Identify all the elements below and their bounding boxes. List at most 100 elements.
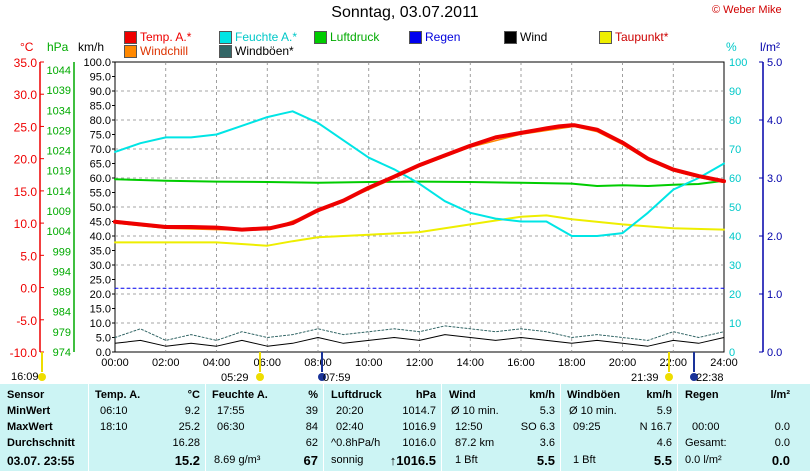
row-current-gust-bft: 1 Bft — [573, 454, 596, 466]
row-avg-press-trend: ^0.8hPa/h — [331, 437, 381, 449]
legend-label-pressure: Luftdruck — [330, 30, 380, 44]
sunset-marker — [665, 373, 673, 381]
temp-tick-label: -5.0 — [16, 314, 37, 328]
wind-tick-label: 20.0 — [90, 289, 111, 301]
pressure-tick-label: 1019 — [47, 166, 71, 178]
humidity-tick-label: 40 — [729, 231, 741, 243]
hdr-gust-unit: km/h — [646, 389, 672, 401]
sun-marker-left — [38, 373, 46, 381]
legend-dewpoint: Taupunkt* — [599, 30, 668, 44]
row-current-gust-val: 5.5 — [653, 453, 672, 468]
rain-tick-label: 5.0 — [767, 57, 782, 69]
legend-swatch-dewpoint — [599, 30, 612, 44]
wind-tick-label: 40.0 — [90, 231, 111, 243]
row-min-press-val: 1014.7 — [402, 405, 436, 417]
wind-tick-label: 55.0 — [90, 188, 111, 200]
row-max-label: MaxWert — [7, 421, 53, 433]
legend-label-gust: Windböen* — [235, 44, 294, 58]
legend-label-dewpoint: Taupunkt* — [615, 30, 669, 44]
row-current-hum-abs: 8.69 g/m³ — [214, 454, 261, 466]
x-tick-label: 02:00 — [152, 357, 180, 369]
row-current-rain-val: 0.0 — [771, 453, 790, 468]
pressure-tick-label: 1034 — [47, 105, 71, 117]
moonrise-marker — [318, 373, 326, 381]
temp-tick-label: -10.0 — [10, 346, 38, 360]
x-tick-label: 00:00 — [101, 357, 129, 369]
humidity-tick-label: 60 — [729, 173, 741, 185]
legend-rain: Regen — [409, 30, 460, 44]
pressure-tick-label: 974 — [53, 347, 71, 359]
row-min-gust-val: 5.9 — [656, 405, 672, 417]
row-min-hum-val: 39 — [305, 405, 318, 417]
legend-swatch-wind — [504, 30, 517, 44]
row-max-wind-b: SO 6.3 — [520, 421, 555, 433]
row-current-rain-a: 0.0 l/m² — [685, 454, 722, 466]
sunrise-marker — [256, 373, 264, 381]
legend-label-temp: Temp. A.* — [140, 30, 192, 44]
pressure-tick-label: 1044 — [47, 65, 71, 77]
row-min-press-time: 20:20 — [336, 405, 364, 417]
legend-swatch-rain — [409, 30, 422, 44]
temp-tick-label: 25.0 — [14, 120, 38, 134]
humidity-tick-label: 90 — [729, 86, 741, 98]
row-min-temp-time: 06:10 — [100, 405, 128, 417]
wind-tick-label: 100.0 — [83, 57, 111, 69]
hdr-hum: Feuchte A. — [212, 389, 268, 401]
row-avg-wind-a: 87.2 km — [455, 437, 495, 449]
x-tick-label: 22:00 — [659, 357, 687, 369]
humidity-tick-label: 30 — [729, 260, 741, 272]
marker-left-time: 16:09 — [11, 371, 39, 383]
marker-sunset-time: 21:39 — [631, 372, 659, 384]
hdr-press-unit: hPa — [415, 389, 436, 401]
row-avg-temp-val: 16.28 — [172, 437, 200, 449]
wind-tick-label: 60.0 — [90, 173, 111, 185]
hdr-hum-unit: % — [308, 389, 318, 401]
pressure-tick-label: 984 — [53, 307, 71, 319]
x-tick-label: 16:00 — [507, 357, 535, 369]
wind-tick-label: 25.0 — [90, 275, 111, 287]
row-min-wind-val: 5.3 — [539, 405, 555, 417]
wind-tick-label: 0.0 — [96, 347, 111, 359]
rain-tick-label: 4.0 — [767, 115, 782, 127]
wind-tick-label: 95.0 — [90, 72, 111, 84]
temp-tick-label: 0.0 — [20, 282, 37, 296]
pressure-tick-label: 979 — [53, 327, 71, 339]
temp-tick-label: 5.0 — [20, 249, 37, 263]
marker-sunrise-time: 05:29 — [221, 372, 249, 384]
row-min-gust-a: Ø 10 min. — [569, 405, 617, 417]
chart-axes: 100.095.090.085.080.075.070.065.060.055.… — [10, 56, 783, 369]
row-avg-press-val: 1016.0 — [402, 437, 436, 449]
x-tick-label: 04:00 — [203, 357, 231, 369]
wind-tick-label: 10.0 — [90, 318, 111, 330]
credit-label: © Weber Mike — [712, 4, 782, 16]
pressure-tick-label: 1009 — [47, 206, 71, 218]
rain-tick-label: 2.0 — [767, 231, 782, 243]
legend-swatch-windchill — [124, 44, 137, 58]
wind-tick-label: 65.0 — [90, 159, 111, 171]
chart-grid — [114, 61, 725, 353]
row-max-rain-a: 00:00 — [692, 421, 720, 433]
legend-pressure: Luftdruck — [314, 30, 379, 44]
series-luftdruck — [114, 178, 725, 187]
row-min-label: MinWert — [7, 405, 51, 417]
legend-swatch-temp — [124, 30, 137, 44]
legend-windchill: Windchill — [124, 44, 188, 58]
row-current-temp-val: 15.2 — [174, 453, 200, 468]
hdr-temp-unit: °C — [187, 389, 200, 401]
wind-tick-label: 35.0 — [90, 246, 111, 258]
legend-wind: Wind — [504, 30, 547, 44]
legend-temp: Temp. A.* — [124, 30, 191, 44]
legend-swatch-humidity — [219, 30, 232, 44]
wind-tick-label: 5.0 — [96, 333, 111, 345]
pressure-tick-label: 1029 — [47, 125, 71, 137]
wind-tick-label: 45.0 — [90, 217, 111, 229]
row-min-wind-a: Ø 10 min. — [451, 405, 499, 417]
page-title: Sonntag, 03.07.2011 — [331, 4, 479, 21]
hdr-press: Luftdruck — [331, 389, 382, 401]
stats-table: Sensor Temp. A. °C Feuchte A. % Luftdruc… — [0, 384, 810, 471]
legend-label-rain: Regen — [425, 30, 461, 44]
pressure-tick-label: 1004 — [47, 226, 71, 238]
unit-wind: km/h — [78, 40, 105, 54]
series-temp-a — [113, 123, 726, 232]
row-min-hum-time: 17:55 — [217, 405, 245, 417]
